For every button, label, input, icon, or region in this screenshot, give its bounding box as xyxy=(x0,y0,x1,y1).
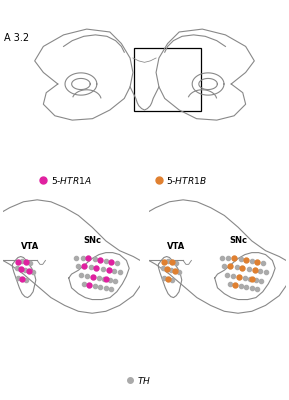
Text: $\it{5\text{-}HTR1B}$: $\it{5\text{-}HTR1B}$ xyxy=(166,174,207,186)
Text: A 3.2: A 3.2 xyxy=(4,34,29,44)
Text: VTA: VTA xyxy=(21,242,40,251)
Text: VTA: VTA xyxy=(167,242,186,251)
Text: SNc: SNc xyxy=(83,236,101,245)
Bar xyxy=(134,48,201,112)
Text: SNc: SNc xyxy=(229,236,247,245)
Text: $\it{5\text{-}HTR1A}$: $\it{5\text{-}HTR1A}$ xyxy=(51,174,91,186)
Text: $\it{TH}$: $\it{TH}$ xyxy=(137,375,151,386)
